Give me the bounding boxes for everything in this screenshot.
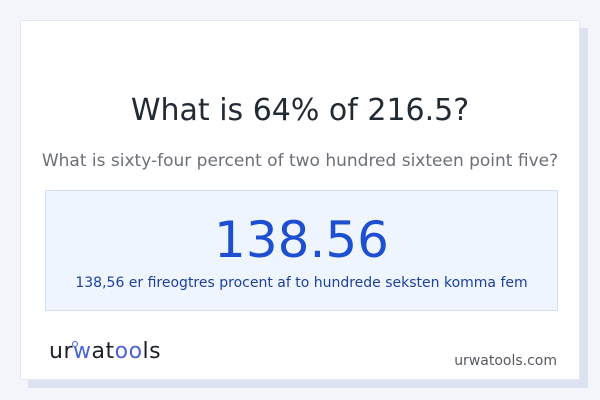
urwatools-logo[interactable]: urwatools <box>49 339 162 364</box>
result-card: What is 64% of 216.5? What is sixty-four… <box>20 20 580 380</box>
result-value: 138.56 <box>214 211 389 269</box>
result-in-words: 138,56 er fireogtres procent af to hundr… <box>75 275 528 291</box>
result-box: 138.56 138,56 er fireogtres procent af t… <box>45 190 558 311</box>
question-in-words: What is sixty-four percent of two hundre… <box>41 151 559 171</box>
site-url[interactable]: urwatools.com <box>454 353 557 369</box>
page-title: What is 64% of 216.5? <box>130 93 470 128</box>
